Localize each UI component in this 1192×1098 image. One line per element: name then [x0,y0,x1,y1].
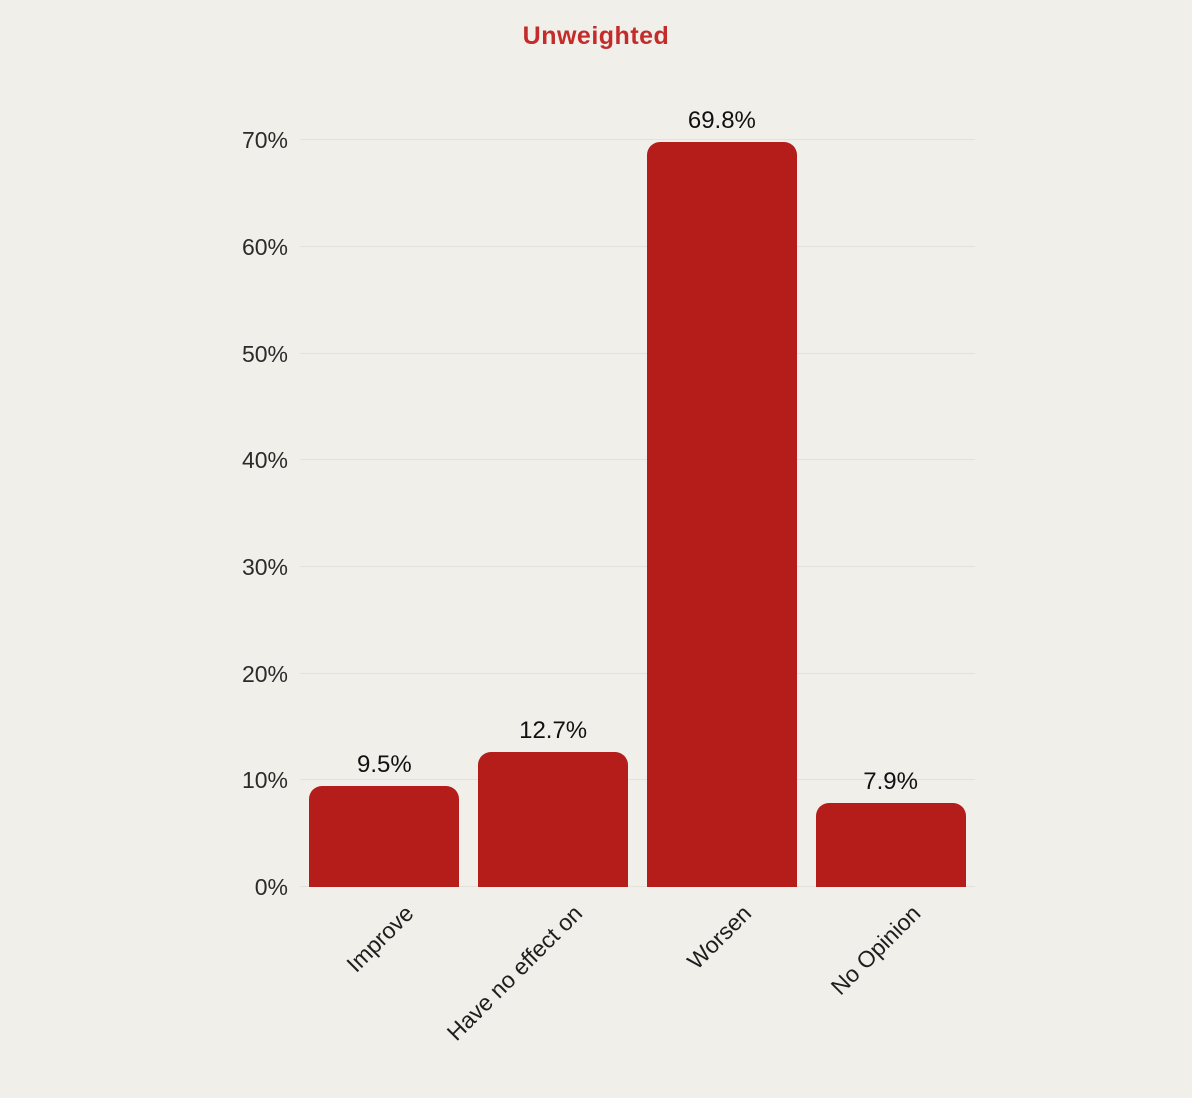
x-axis-tick-label: Have no effect on [441,900,588,1046]
gridline-40% [300,459,975,461]
value-label: 12.7% [519,716,588,744]
y-axis-tick-label: 50% [241,340,288,367]
y-axis-tick-label: 30% [241,554,288,580]
x-axis-tick-label: Worsen [682,900,757,975]
gridline-70% [300,139,975,141]
gridline-20% [300,672,975,674]
y-axis-tick-label: 60% [241,234,288,260]
gridline-10% [300,779,975,781]
bar-worsen [646,142,797,887]
y-axis-tick-label: 20% [241,660,288,687]
chart-title: Unweighted [522,22,670,50]
bar-have-no-effect-on [478,751,629,887]
value-label: 7.9% [863,767,918,795]
y-axis-tick-label: 0% [254,874,288,900]
y-axis-tick-label: 70% [241,127,288,154]
gridline-50% [300,352,975,354]
y-axis-tick-label: 10% [241,767,288,794]
gridline-60% [300,246,975,247]
x-axis-tick-label: Improve [341,900,419,978]
x-axis-tick-label: No Opinion [825,900,926,1000]
plot-area: 9.5% Improve 12.7% Have no effect on 69.8% Wo… [300,87,975,1046]
bar-no-opinion [815,802,966,887]
value-label: 9.5% [357,750,412,778]
bar-improve [309,785,460,887]
gridline-30% [300,566,975,567]
value-label: 69.8% [687,107,756,135]
gridline-0% [300,886,975,887]
y-axis-tick-label: 40% [241,447,288,474]
